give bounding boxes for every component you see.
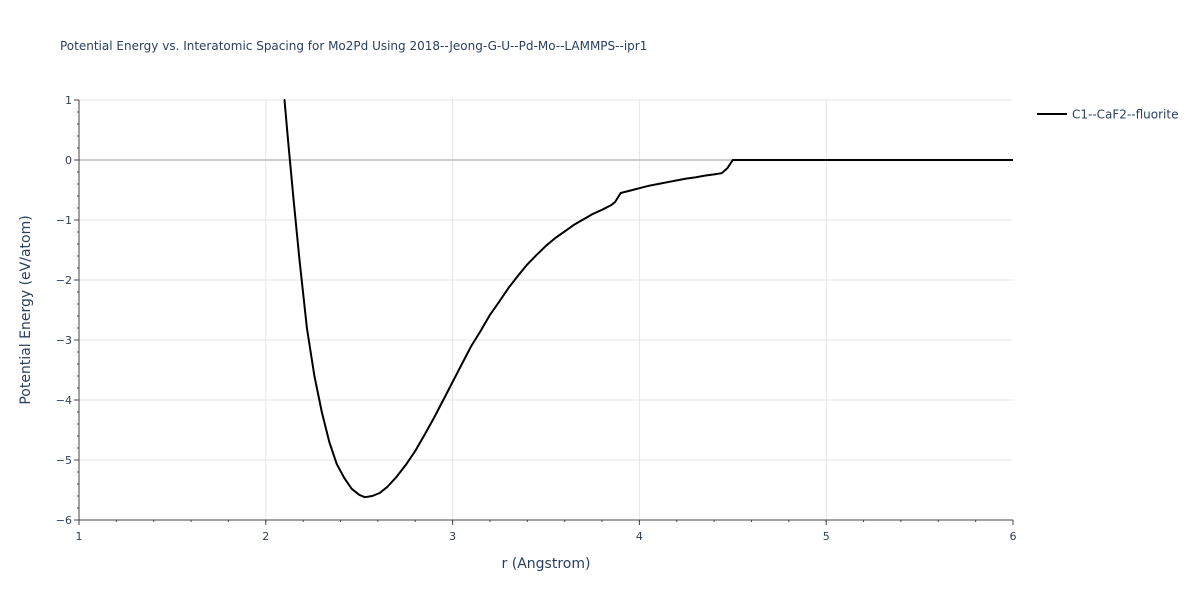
x-tick-label: 5 bbox=[823, 530, 830, 543]
y-tick-label: 1 bbox=[65, 94, 72, 107]
y-axis-title: Potential Energy (eV/atom) bbox=[18, 215, 34, 404]
chart-title: Potential Energy vs. Interatomic Spacing… bbox=[60, 39, 647, 53]
y-tick-label: −6 bbox=[56, 514, 72, 527]
y-tick-label: −3 bbox=[56, 334, 72, 347]
x-axis-title: r (Angstrom) bbox=[502, 556, 591, 572]
y-tick-label: −2 bbox=[56, 274, 72, 287]
tick-marks bbox=[74, 99, 1014, 525]
x-tick-label: 2 bbox=[262, 530, 269, 543]
series-group bbox=[283, 99, 1013, 499]
y-tick-label: −5 bbox=[56, 454, 72, 467]
y-tick-label: 0 bbox=[65, 154, 72, 167]
y-tick-label: −1 bbox=[56, 214, 72, 227]
x-tick-label: 1 bbox=[76, 530, 83, 543]
x-tick-label: 4 bbox=[636, 530, 643, 543]
grid bbox=[79, 99, 1013, 520]
legend-label[interactable]: C1--CaF2--fluorite bbox=[1072, 108, 1178, 122]
y-tick-label: −4 bbox=[56, 394, 72, 407]
x-tick-labels: 1 2 3 4 5 6 bbox=[76, 530, 1017, 543]
axes bbox=[78, 100, 1013, 521]
series-line bbox=[283, 99, 1013, 499]
x-tick-label: 6 bbox=[1010, 530, 1017, 543]
x-tick-label: 3 bbox=[449, 530, 456, 543]
y-tick-labels: 1 0 −1 −2 −3 −4 −5 −6 bbox=[56, 94, 72, 527]
legend[interactable]: C1--CaF2--fluorite bbox=[1037, 108, 1178, 122]
